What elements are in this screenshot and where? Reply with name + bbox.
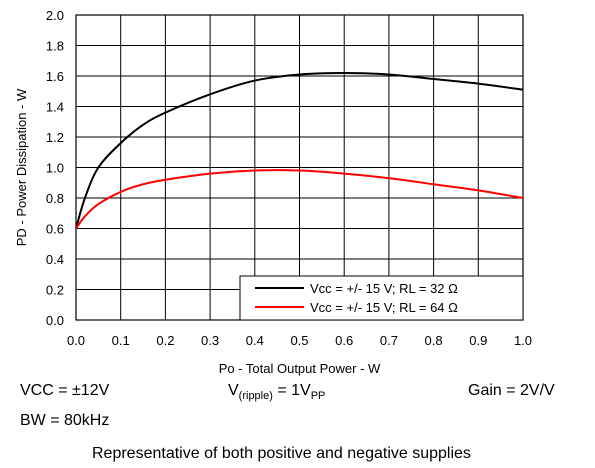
- y-tick-label: 0.8: [46, 191, 64, 206]
- x-tick-label: 0.6: [335, 333, 353, 348]
- representative-note: Representative of both positive and nega…: [92, 445, 471, 462]
- y-tick-label: 2.0: [46, 8, 64, 23]
- y-tick-label: 1.8: [46, 39, 64, 54]
- x-tick-label: 0.2: [156, 333, 174, 348]
- x-tick-label: 0.3: [201, 333, 219, 348]
- series-line-2: [75, 169, 524, 230]
- x-tick-label: 0.7: [380, 333, 398, 348]
- legend-box: [239, 275, 524, 321]
- x-axis-title: Po - Total Output Power - W: [219, 361, 381, 376]
- y-tick-label: 1.2: [46, 130, 64, 145]
- y-axis-title: PD - Power Dissipation - W: [14, 88, 29, 246]
- y-tick-label: 1.0: [46, 161, 64, 176]
- y-tick-label: 1.4: [46, 100, 64, 115]
- y-tick-label: 0.0: [46, 313, 64, 328]
- y-tick-label: 0.2: [46, 283, 64, 298]
- x-tick-label: 1.0: [514, 333, 532, 348]
- chart: 0.0 0.1 0.2 0.3 0.4 0.5 0.6 0.7 0.8 0.9 1.0 0.0 0.2 0…: [14, 8, 532, 376]
- x-tick-label: 0.5: [290, 333, 308, 348]
- y-tick-label: 0.6: [46, 222, 64, 237]
- legend-label-2: Vcc = +/- 15 V; RL = 64 Ω: [310, 300, 458, 315]
- ripple-prefix: V: [228, 382, 239, 399]
- ripple-note: V(ripple) = 1VPP: [228, 382, 325, 402]
- vcc-note: VCC = ±12V: [20, 382, 110, 399]
- x-tick-label: 0.4: [246, 333, 264, 348]
- y-tick-label: 1.6: [46, 69, 64, 84]
- ripple-sub: (ripple): [238, 390, 273, 403]
- x-tick-label: 0.1: [112, 333, 130, 348]
- gain-note: Gain = 2V/V: [468, 382, 555, 399]
- series-line-1: [75, 71, 524, 229]
- legend-label-1: Vcc = +/- 15 V; RL = 32 Ω: [310, 281, 458, 296]
- x-tick-label: 0.9: [469, 333, 487, 348]
- y-tick-label: 0.4: [46, 252, 64, 267]
- x-tick-label: 0.8: [425, 333, 443, 348]
- bw-note: BW = 80kHz: [20, 412, 110, 429]
- ripple-mid: = 1V: [272, 382, 311, 399]
- x-tick-label: 0.0: [67, 333, 85, 348]
- ripple-unit-sub: PP: [310, 390, 326, 403]
